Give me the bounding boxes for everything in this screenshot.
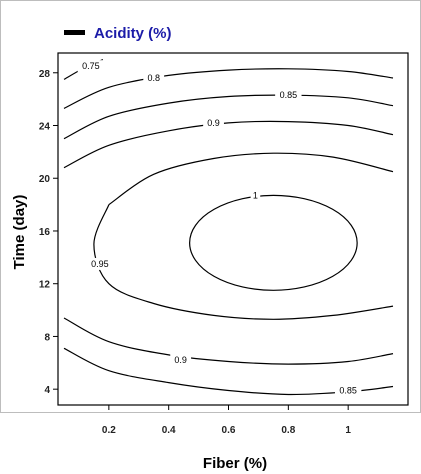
contour-label-background bbox=[334, 384, 362, 397]
y-tick-label: 4 bbox=[44, 385, 50, 396]
contour-label: 0.95 bbox=[91, 259, 109, 269]
x-axis-title: Fiber (%) bbox=[203, 455, 267, 472]
y-tick-label: 28 bbox=[39, 69, 51, 80]
y-tick-label: 20 bbox=[39, 174, 51, 185]
contour-line-0-9 bbox=[63, 120, 394, 169]
contour-label-background bbox=[143, 72, 165, 85]
contour-label-background bbox=[250, 189, 261, 202]
contour-label-background bbox=[275, 89, 302, 102]
x-tick-label: 0.6 bbox=[222, 425, 236, 436]
x-tick-label: 0.2 bbox=[102, 425, 116, 436]
legend-line-swatch bbox=[64, 30, 85, 35]
x-tick-label: 0.8 bbox=[281, 425, 295, 436]
contour-label: 0.8 bbox=[147, 73, 160, 83]
contour-label-background bbox=[170, 354, 192, 367]
contour-label: 0.75 bbox=[82, 61, 100, 71]
y-tick-label: 16 bbox=[39, 227, 51, 238]
y-axis-ticks: 4 8 12 16 20 24 28 bbox=[39, 69, 58, 396]
contour-line-0-95 bbox=[108, 152, 394, 206]
contour-label-background bbox=[203, 116, 224, 129]
contour-line-0-9 bbox=[63, 317, 394, 365]
x-tick-label: 1 bbox=[345, 425, 351, 436]
contour-line-0-85 bbox=[63, 94, 394, 140]
plot-area-border bbox=[57, 52, 409, 406]
y-tick-label: 8 bbox=[44, 332, 50, 343]
contour-line-1 bbox=[189, 194, 358, 291]
contour-label: 0.9 bbox=[174, 355, 187, 365]
contour-label: 0.9 bbox=[207, 118, 220, 128]
legend: Acidity (%) bbox=[64, 25, 172, 42]
contour-line-0-8 bbox=[63, 68, 394, 109]
x-tick-label: 0.4 bbox=[162, 425, 176, 436]
plot-background bbox=[0, 0, 421, 413]
y-tick-label: 24 bbox=[39, 122, 51, 133]
contour-label: 0.85 bbox=[280, 90, 298, 100]
contour-line-0-95 bbox=[93, 204, 394, 320]
contour-labels: 0.75 0.8 0.85 0.9 0.95 1 0.9 0.85 bbox=[77, 60, 362, 397]
legend-label: Acidity (%) bbox=[94, 25, 172, 42]
contour-label: 0.85 bbox=[339, 385, 357, 395]
contour-label-background bbox=[77, 60, 105, 73]
contour-lines bbox=[63, 59, 394, 396]
y-tick-label: 12 bbox=[39, 280, 51, 291]
x-axis-ticks: 0.2 0.4 0.6 0.8 1 bbox=[102, 405, 351, 436]
y-axis-title: Time (day) bbox=[11, 195, 28, 270]
plot-frame bbox=[0, 0, 421, 413]
contour-label-background bbox=[86, 257, 114, 270]
contour-label: 1 bbox=[253, 190, 258, 200]
